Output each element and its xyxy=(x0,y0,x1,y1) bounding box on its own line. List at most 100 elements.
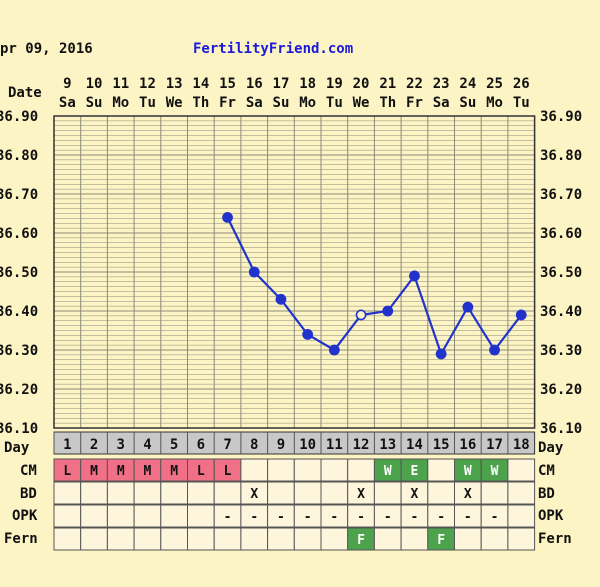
fern-cell xyxy=(133,527,162,551)
fern-cell xyxy=(400,527,429,551)
cm-value: L xyxy=(197,464,205,479)
date-number-label: 24 xyxy=(459,76,476,92)
day-number-label: 14 xyxy=(406,437,423,453)
fern-cell xyxy=(267,527,295,551)
date-number-label: 23 xyxy=(433,76,450,92)
date-number-label: 25 xyxy=(486,76,503,92)
y-tick-label-right: 36.70 xyxy=(540,187,582,203)
bd-cell xyxy=(133,481,162,505)
date-number-label: 18 xyxy=(299,76,316,92)
opk-value: - xyxy=(250,510,258,525)
opk-value: - xyxy=(224,510,232,525)
bd-row-label-right: BD xyxy=(538,486,555,502)
temperature-point-open xyxy=(355,309,367,321)
cm-row-label-right: CM xyxy=(538,463,555,479)
y-tick-label-right: 36.90 xyxy=(540,109,582,125)
date-number-label: 20 xyxy=(353,76,370,92)
cm-cell xyxy=(320,458,349,482)
temperature-point xyxy=(328,344,340,356)
cm-cell xyxy=(427,458,455,482)
bd-value: X xyxy=(464,487,472,502)
y-tick-label-left: 36.80 xyxy=(0,148,38,164)
weekday-label: Mo xyxy=(112,95,129,111)
weekday-label: Su xyxy=(459,95,476,111)
bd-cell xyxy=(320,481,349,505)
day-number-label: 1 xyxy=(63,437,71,453)
day-number-label: 5 xyxy=(170,437,178,453)
date-number-label: 16 xyxy=(246,76,263,92)
opk-value: - xyxy=(384,510,392,525)
weekday-label: Sa xyxy=(433,95,450,111)
date-number-label: 9 xyxy=(63,76,71,92)
bd-cell xyxy=(53,481,82,505)
y-tick-label-right: 36.60 xyxy=(540,226,582,242)
opk-cell xyxy=(133,504,162,528)
temperature-point xyxy=(435,348,447,360)
day-number-label: 9 xyxy=(277,437,285,453)
opk-cell xyxy=(160,504,189,528)
cm-value: L xyxy=(224,464,232,479)
cm-cell xyxy=(347,458,375,482)
bd-cell xyxy=(160,481,189,505)
opk-value: - xyxy=(491,510,499,525)
fern-cell xyxy=(240,527,269,551)
cm-value: E xyxy=(411,464,419,479)
opk-cell xyxy=(80,504,108,528)
fern-value: F xyxy=(437,533,445,548)
weekday-label: Th xyxy=(192,95,209,111)
bd-cell xyxy=(80,481,108,505)
temperature-point xyxy=(409,270,420,282)
bd-cell xyxy=(373,481,402,505)
opk-row-label-right: OPK xyxy=(538,508,564,524)
opk-value: - xyxy=(411,510,419,525)
fern-cell xyxy=(507,527,536,551)
cm-value: M xyxy=(117,464,125,479)
temperature-point xyxy=(222,211,233,223)
y-tick-label-left: 36.50 xyxy=(0,265,38,281)
temperature-point xyxy=(462,301,474,313)
bd-cell xyxy=(427,481,455,505)
day-number-label: 3 xyxy=(117,437,125,453)
date-number-label: 19 xyxy=(326,76,343,92)
day-row-label: Day xyxy=(4,440,30,456)
day-number-label: 6 xyxy=(197,437,205,453)
fern-cell xyxy=(480,527,509,551)
cm-value: M xyxy=(90,464,98,479)
day-number-label: 4 xyxy=(143,437,151,453)
weekday-label: Sa xyxy=(59,95,76,111)
y-tick-label-left: 36.10 xyxy=(0,421,38,437)
bd-value: X xyxy=(411,487,419,502)
opk-cell xyxy=(187,504,215,528)
cm-value: W xyxy=(384,464,392,479)
fern-cell xyxy=(80,527,108,551)
date-number-label: 21 xyxy=(379,76,396,92)
day-number-label: 12 xyxy=(353,437,370,453)
site-name: FertilityFriend.com xyxy=(193,41,353,57)
fern-value: F xyxy=(357,533,365,548)
y-tick-label-right: 36.10 xyxy=(540,421,582,437)
temperature-point xyxy=(515,309,527,321)
opk-cell xyxy=(106,504,135,528)
date-number-label: 13 xyxy=(166,76,183,92)
cm-value: M xyxy=(144,464,152,479)
opk-value: - xyxy=(330,510,338,525)
y-tick-label-left: 36.70 xyxy=(0,187,38,203)
date-number-label: 15 xyxy=(219,76,236,92)
cm-cell xyxy=(507,458,536,482)
weekday-label: Tu xyxy=(513,95,530,111)
temperature-point xyxy=(382,305,394,317)
bd-value: X xyxy=(250,487,258,502)
bd-cell xyxy=(480,481,509,505)
cm-row-label: CM xyxy=(20,463,37,479)
temperature-point xyxy=(489,344,500,356)
cm-value: W xyxy=(491,464,499,479)
weekday-label: Su xyxy=(273,95,290,111)
day-number-label: 10 xyxy=(299,437,316,453)
weekday-label: Mo xyxy=(486,95,503,111)
bd-cell xyxy=(267,481,295,505)
date-number-label: 11 xyxy=(112,76,129,92)
bd-row-label: BD xyxy=(20,486,37,502)
y-tick-label-left: 36.30 xyxy=(0,343,38,359)
bd-cell xyxy=(187,481,215,505)
bd-cell xyxy=(293,481,322,505)
